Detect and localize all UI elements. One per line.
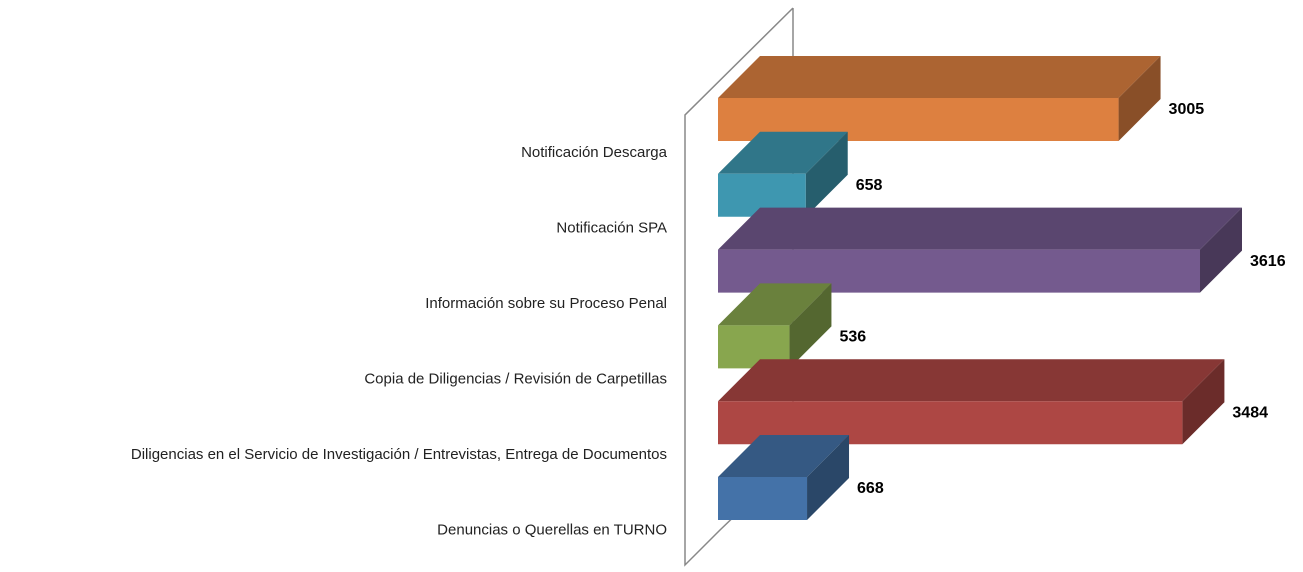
value-label: 658	[856, 177, 883, 194]
bar	[718, 131, 848, 217]
bar-side	[789, 283, 832, 369]
bar	[718, 56, 1161, 141]
bar-front	[718, 173, 806, 217]
category-label: Notificación SPA	[556, 219, 667, 236]
bar-top	[718, 435, 850, 477]
category-label: Denuncias o Querellas en TURNO	[437, 521, 667, 538]
category-label: Diligencias en el Servicio de Investigac…	[131, 446, 667, 463]
bar-front	[718, 477, 808, 520]
bar-side	[1200, 207, 1242, 293]
bar	[718, 283, 832, 369]
bar	[718, 207, 1242, 293]
category-label: Información sobre su Proceso Penal	[425, 295, 667, 312]
value-label: 3484	[1232, 404, 1268, 421]
value-label: 668	[857, 480, 884, 497]
bar-front	[718, 249, 1200, 293]
bar-top	[718, 131, 848, 174]
bar-side	[1182, 359, 1225, 445]
bar-top	[718, 359, 1225, 402]
bar-top	[718, 207, 1242, 250]
bar-top	[718, 56, 1161, 98]
bar-front	[718, 325, 790, 369]
bar-front	[718, 98, 1119, 141]
category-label: Notificación Descarga	[521, 144, 668, 161]
bar-top	[718, 283, 832, 326]
bar-side	[1118, 56, 1161, 141]
bar-side	[805, 131, 848, 217]
category-label: Copia de Diligencias / Revisión de Carpe…	[364, 370, 667, 387]
bar	[718, 435, 850, 520]
bar	[718, 359, 1225, 445]
value-label: 3005	[1169, 101, 1205, 118]
bar-side	[807, 435, 850, 520]
value-label: 536	[839, 329, 866, 346]
value-label: 3616	[1250, 253, 1286, 270]
bar-front	[718, 401, 1183, 445]
